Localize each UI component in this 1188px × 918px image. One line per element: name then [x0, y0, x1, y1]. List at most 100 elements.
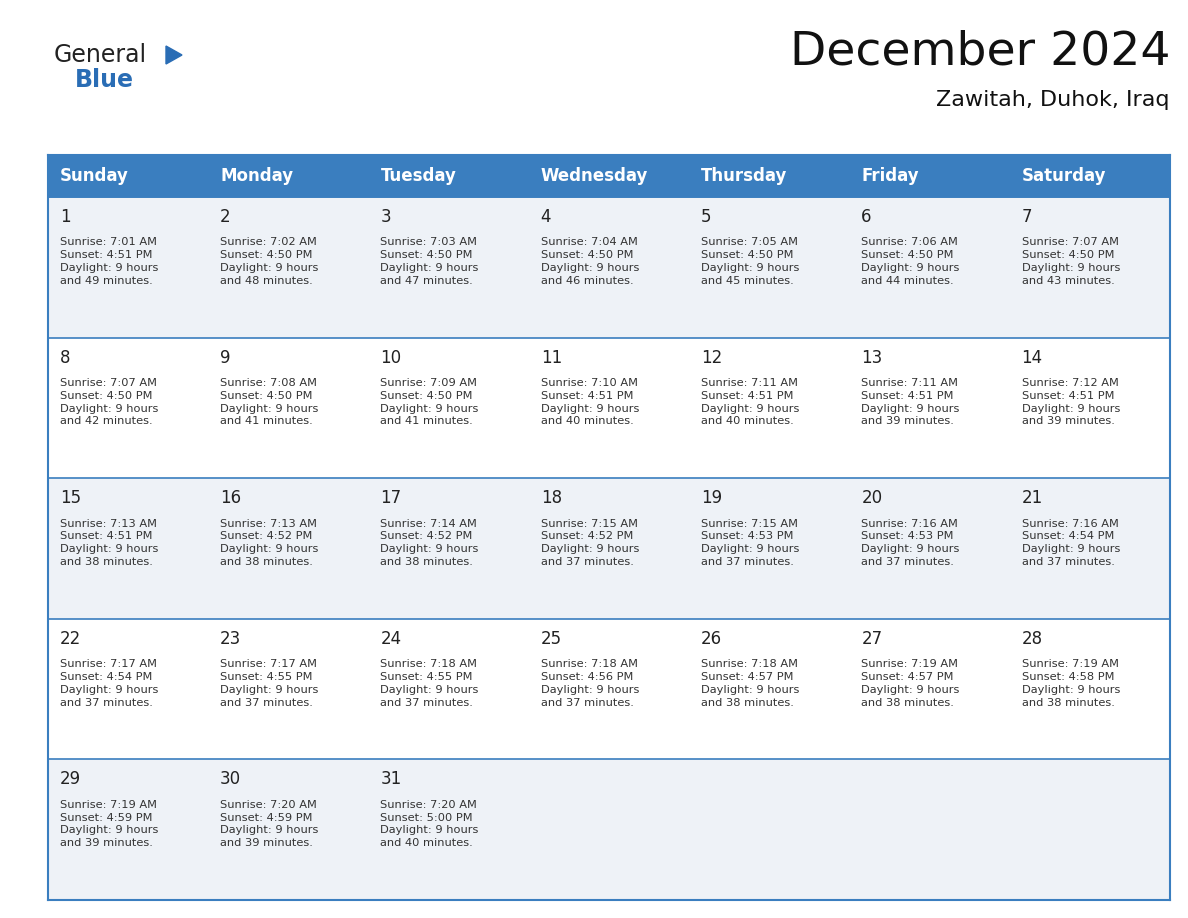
- Text: Sunrise: 7:05 AM
Sunset: 4:50 PM
Daylight: 9 hours
and 45 minutes.: Sunrise: 7:05 AM Sunset: 4:50 PM Dayligh…: [701, 238, 800, 285]
- Text: 26: 26: [701, 630, 722, 648]
- Bar: [529, 619, 689, 759]
- Text: Sunrise: 7:16 AM
Sunset: 4:54 PM
Daylight: 9 hours
and 37 minutes.: Sunrise: 7:16 AM Sunset: 4:54 PM Dayligh…: [1022, 519, 1120, 567]
- Text: 19: 19: [701, 489, 722, 508]
- Text: Zawitah, Duhok, Iraq: Zawitah, Duhok, Iraq: [936, 90, 1170, 110]
- Bar: [529, 478, 689, 619]
- Text: 22: 22: [59, 630, 81, 648]
- Bar: [208, 759, 368, 900]
- Bar: [368, 338, 529, 478]
- Text: Saturday: Saturday: [1022, 167, 1106, 185]
- Text: Sunrise: 7:11 AM
Sunset: 4:51 PM
Daylight: 9 hours
and 39 minutes.: Sunrise: 7:11 AM Sunset: 4:51 PM Dayligh…: [861, 378, 960, 426]
- Bar: [1010, 478, 1170, 619]
- Bar: [48, 759, 208, 900]
- Text: Sunrise: 7:03 AM
Sunset: 4:50 PM
Daylight: 9 hours
and 47 minutes.: Sunrise: 7:03 AM Sunset: 4:50 PM Dayligh…: [380, 238, 479, 285]
- Text: 20: 20: [861, 489, 883, 508]
- Text: Thursday: Thursday: [701, 167, 788, 185]
- Text: 28: 28: [1022, 630, 1043, 648]
- Text: Sunrise: 7:15 AM
Sunset: 4:53 PM
Daylight: 9 hours
and 37 minutes.: Sunrise: 7:15 AM Sunset: 4:53 PM Dayligh…: [701, 519, 800, 567]
- Text: Sunrise: 7:18 AM
Sunset: 4:56 PM
Daylight: 9 hours
and 37 minutes.: Sunrise: 7:18 AM Sunset: 4:56 PM Dayligh…: [541, 659, 639, 708]
- Text: 14: 14: [1022, 349, 1043, 366]
- Bar: [689, 197, 849, 338]
- Text: Wednesday: Wednesday: [541, 167, 649, 185]
- Text: 24: 24: [380, 630, 402, 648]
- Bar: [368, 478, 529, 619]
- Text: 9: 9: [220, 349, 230, 366]
- Text: 27: 27: [861, 630, 883, 648]
- Text: Sunrise: 7:13 AM
Sunset: 4:51 PM
Daylight: 9 hours
and 38 minutes.: Sunrise: 7:13 AM Sunset: 4:51 PM Dayligh…: [59, 519, 158, 567]
- Bar: [48, 478, 208, 619]
- Text: Tuesday: Tuesday: [380, 167, 456, 185]
- Bar: [529, 155, 689, 197]
- Text: 31: 31: [380, 770, 402, 789]
- Text: Sunrise: 7:19 AM
Sunset: 4:58 PM
Daylight: 9 hours
and 38 minutes.: Sunrise: 7:19 AM Sunset: 4:58 PM Dayligh…: [1022, 659, 1120, 708]
- Bar: [689, 759, 849, 900]
- Polygon shape: [166, 46, 182, 64]
- Text: 11: 11: [541, 349, 562, 366]
- Text: 13: 13: [861, 349, 883, 366]
- Text: 12: 12: [701, 349, 722, 366]
- Bar: [1010, 197, 1170, 338]
- Text: Sunrise: 7:18 AM
Sunset: 4:57 PM
Daylight: 9 hours
and 38 minutes.: Sunrise: 7:18 AM Sunset: 4:57 PM Dayligh…: [701, 659, 800, 708]
- Text: Sunrise: 7:07 AM
Sunset: 4:50 PM
Daylight: 9 hours
and 43 minutes.: Sunrise: 7:07 AM Sunset: 4:50 PM Dayligh…: [1022, 238, 1120, 285]
- Text: 4: 4: [541, 208, 551, 226]
- Bar: [1010, 619, 1170, 759]
- Bar: [849, 478, 1010, 619]
- Text: Sunrise: 7:19 AM
Sunset: 4:57 PM
Daylight: 9 hours
and 38 minutes.: Sunrise: 7:19 AM Sunset: 4:57 PM Dayligh…: [861, 659, 960, 708]
- Text: Sunrise: 7:02 AM
Sunset: 4:50 PM
Daylight: 9 hours
and 48 minutes.: Sunrise: 7:02 AM Sunset: 4:50 PM Dayligh…: [220, 238, 318, 285]
- Bar: [48, 619, 208, 759]
- Text: Sunrise: 7:09 AM
Sunset: 4:50 PM
Daylight: 9 hours
and 41 minutes.: Sunrise: 7:09 AM Sunset: 4:50 PM Dayligh…: [380, 378, 479, 426]
- Bar: [208, 338, 368, 478]
- Bar: [689, 619, 849, 759]
- Text: Sunrise: 7:17 AM
Sunset: 4:54 PM
Daylight: 9 hours
and 37 minutes.: Sunrise: 7:17 AM Sunset: 4:54 PM Dayligh…: [59, 659, 158, 708]
- Text: 25: 25: [541, 630, 562, 648]
- Text: Sunrise: 7:15 AM
Sunset: 4:52 PM
Daylight: 9 hours
and 37 minutes.: Sunrise: 7:15 AM Sunset: 4:52 PM Dayligh…: [541, 519, 639, 567]
- Bar: [849, 338, 1010, 478]
- Bar: [208, 619, 368, 759]
- Bar: [368, 759, 529, 900]
- Bar: [48, 155, 208, 197]
- Text: Sunrise: 7:04 AM
Sunset: 4:50 PM
Daylight: 9 hours
and 46 minutes.: Sunrise: 7:04 AM Sunset: 4:50 PM Dayligh…: [541, 238, 639, 285]
- Text: Sunrise: 7:20 AM
Sunset: 4:59 PM
Daylight: 9 hours
and 39 minutes.: Sunrise: 7:20 AM Sunset: 4:59 PM Dayligh…: [220, 800, 318, 848]
- Text: Monday: Monday: [220, 167, 293, 185]
- Bar: [849, 155, 1010, 197]
- Bar: [849, 197, 1010, 338]
- Text: Sunrise: 7:20 AM
Sunset: 5:00 PM
Daylight: 9 hours
and 40 minutes.: Sunrise: 7:20 AM Sunset: 5:00 PM Dayligh…: [380, 800, 479, 848]
- Bar: [529, 338, 689, 478]
- Text: 23: 23: [220, 630, 241, 648]
- Bar: [689, 155, 849, 197]
- Text: Sunday: Sunday: [59, 167, 128, 185]
- Text: Sunrise: 7:12 AM
Sunset: 4:51 PM
Daylight: 9 hours
and 39 minutes.: Sunrise: 7:12 AM Sunset: 4:51 PM Dayligh…: [1022, 378, 1120, 426]
- Text: 2: 2: [220, 208, 230, 226]
- Text: General: General: [53, 43, 147, 67]
- Text: 15: 15: [59, 489, 81, 508]
- Text: Sunrise: 7:14 AM
Sunset: 4:52 PM
Daylight: 9 hours
and 38 minutes.: Sunrise: 7:14 AM Sunset: 4:52 PM Dayligh…: [380, 519, 479, 567]
- Text: Sunrise: 7:07 AM
Sunset: 4:50 PM
Daylight: 9 hours
and 42 minutes.: Sunrise: 7:07 AM Sunset: 4:50 PM Dayligh…: [59, 378, 158, 426]
- Text: 5: 5: [701, 208, 712, 226]
- Text: Sunrise: 7:17 AM
Sunset: 4:55 PM
Daylight: 9 hours
and 37 minutes.: Sunrise: 7:17 AM Sunset: 4:55 PM Dayligh…: [220, 659, 318, 708]
- Bar: [368, 197, 529, 338]
- Bar: [849, 619, 1010, 759]
- Bar: [48, 197, 208, 338]
- Bar: [208, 197, 368, 338]
- Bar: [1010, 759, 1170, 900]
- Text: Blue: Blue: [75, 68, 134, 92]
- Bar: [689, 478, 849, 619]
- Bar: [529, 197, 689, 338]
- Text: 16: 16: [220, 489, 241, 508]
- Text: Sunrise: 7:10 AM
Sunset: 4:51 PM
Daylight: 9 hours
and 40 minutes.: Sunrise: 7:10 AM Sunset: 4:51 PM Dayligh…: [541, 378, 639, 426]
- Text: Sunrise: 7:06 AM
Sunset: 4:50 PM
Daylight: 9 hours
and 44 minutes.: Sunrise: 7:06 AM Sunset: 4:50 PM Dayligh…: [861, 238, 960, 285]
- Bar: [1010, 155, 1170, 197]
- Text: 29: 29: [59, 770, 81, 789]
- Text: Sunrise: 7:13 AM
Sunset: 4:52 PM
Daylight: 9 hours
and 38 minutes.: Sunrise: 7:13 AM Sunset: 4:52 PM Dayligh…: [220, 519, 318, 567]
- Text: 7: 7: [1022, 208, 1032, 226]
- Bar: [208, 155, 368, 197]
- Bar: [1010, 338, 1170, 478]
- Bar: [368, 155, 529, 197]
- Text: Sunrise: 7:08 AM
Sunset: 4:50 PM
Daylight: 9 hours
and 41 minutes.: Sunrise: 7:08 AM Sunset: 4:50 PM Dayligh…: [220, 378, 318, 426]
- Bar: [48, 338, 208, 478]
- Text: 1: 1: [59, 208, 70, 226]
- Text: Sunrise: 7:16 AM
Sunset: 4:53 PM
Daylight: 9 hours
and 37 minutes.: Sunrise: 7:16 AM Sunset: 4:53 PM Dayligh…: [861, 519, 960, 567]
- Text: Sunrise: 7:19 AM
Sunset: 4:59 PM
Daylight: 9 hours
and 39 minutes.: Sunrise: 7:19 AM Sunset: 4:59 PM Dayligh…: [59, 800, 158, 848]
- Text: 3: 3: [380, 208, 391, 226]
- Text: Sunrise: 7:18 AM
Sunset: 4:55 PM
Daylight: 9 hours
and 37 minutes.: Sunrise: 7:18 AM Sunset: 4:55 PM Dayligh…: [380, 659, 479, 708]
